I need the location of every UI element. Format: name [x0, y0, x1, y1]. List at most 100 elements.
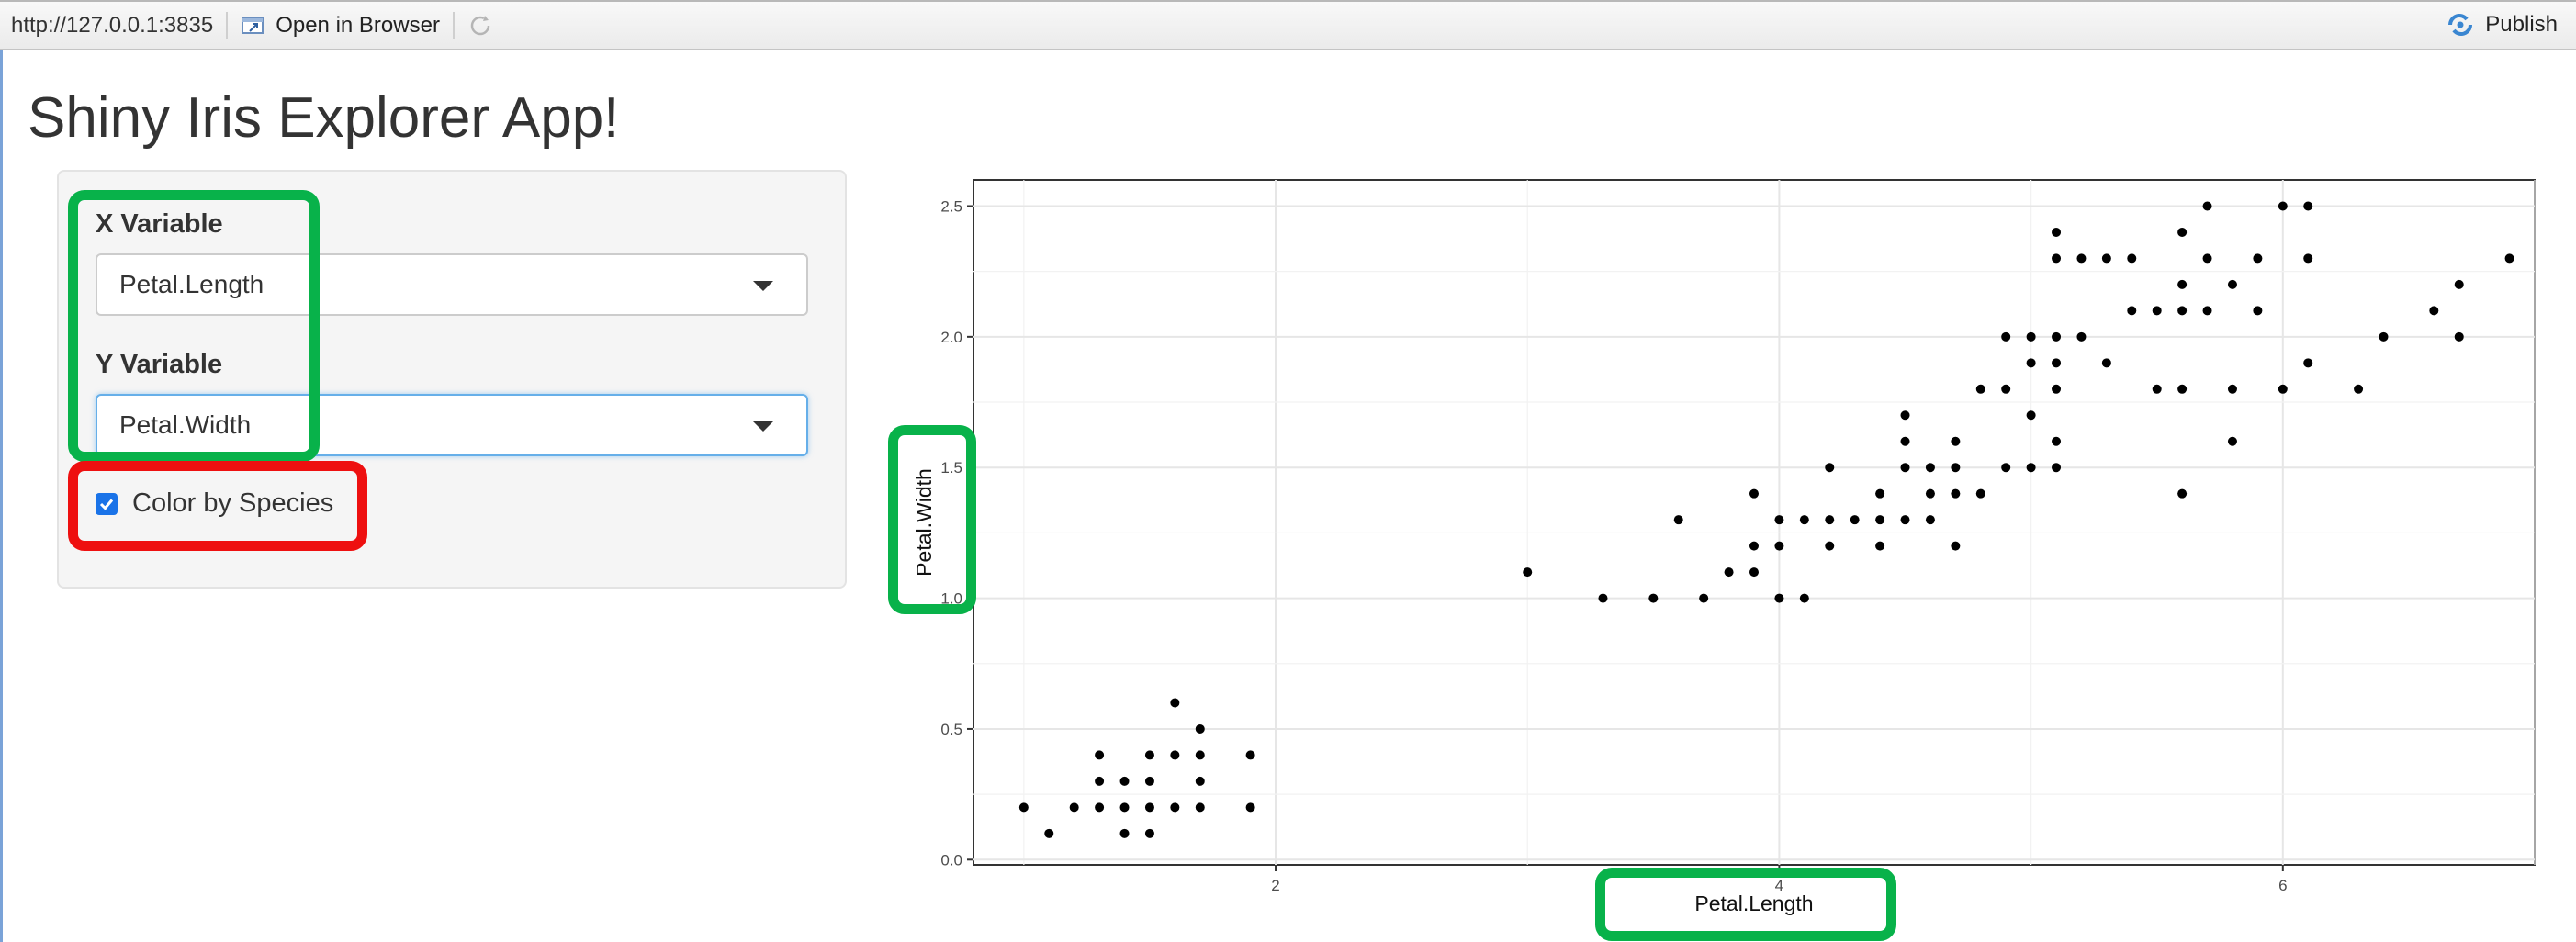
- data-point: [2177, 279, 2188, 289]
- data-point: [1144, 828, 1154, 838]
- data-point: [1749, 541, 1759, 551]
- data-point: [1925, 463, 1935, 473]
- data-point: [2303, 253, 2313, 264]
- data-point: [1195, 776, 1205, 786]
- data-point: [1598, 593, 1608, 603]
- data-point: [1900, 515, 1910, 525]
- data-point: [1673, 515, 1683, 525]
- data-point: [2429, 306, 2439, 316]
- data-point: [1144, 750, 1154, 760]
- data-point: [2052, 227, 2062, 237]
- data-point: [2052, 331, 2062, 342]
- color-by-species-option[interactable]: Color by Species: [96, 488, 333, 519]
- data-point: [1069, 802, 1079, 813]
- data-point: [2202, 201, 2212, 211]
- y-variable-value: Petal.Width: [119, 410, 252, 439]
- data-point: [1875, 488, 1885, 499]
- data-point: [2227, 384, 2237, 394]
- data-point: [1044, 828, 1054, 838]
- data-point: [2227, 279, 2237, 289]
- data-point: [2278, 384, 2288, 394]
- y-tick-label: 0.5: [940, 721, 962, 738]
- data-point: [2177, 488, 2188, 499]
- x-axis-title: Petal.Length: [1694, 892, 1813, 915]
- data-point: [1095, 750, 1105, 760]
- x-variable-label: X Variable: [96, 209, 223, 239]
- checkmark-icon: [99, 499, 114, 510]
- data-point: [2152, 306, 2162, 316]
- chevron-down-icon: [753, 281, 773, 291]
- x-tick-label: 4: [1775, 877, 1783, 894]
- data-point: [1774, 593, 1784, 603]
- data-point: [1825, 463, 1835, 473]
- data-point: [1799, 515, 1809, 525]
- data-point: [2001, 463, 2011, 473]
- data-point: [1774, 541, 1784, 551]
- data-point: [1724, 567, 1734, 578]
- data-point: [2454, 279, 2464, 289]
- data-point: [1925, 488, 1935, 499]
- y-tick-label: 2.0: [940, 329, 962, 346]
- data-point: [1170, 750, 1180, 760]
- rstudio-viewer-toolbar: http://127.0.0.1:3835 Open in Browser Pu…: [0, 0, 2576, 50]
- x-variable-value: Petal.Length: [119, 270, 264, 298]
- y-variable-label: Y Variable: [96, 350, 223, 379]
- chevron-down-icon: [753, 421, 773, 432]
- data-point: [2379, 331, 2389, 342]
- data-point: [2177, 306, 2188, 316]
- data-point: [1170, 802, 1180, 813]
- data-point: [1925, 515, 1935, 525]
- data-point: [2177, 227, 2188, 237]
- toolbar-divider: [226, 11, 229, 39]
- data-point: [1119, 802, 1130, 813]
- data-point: [1245, 802, 1255, 813]
- refresh-icon[interactable]: [467, 13, 493, 39]
- open-in-browser-label: Open in Browser: [276, 12, 440, 38]
- publish-icon: [2448, 14, 2473, 36]
- open-in-browser-button[interactable]: Open in Browser: [241, 13, 440, 39]
- color-by-species-checkbox[interactable]: [96, 492, 118, 515]
- viewer-left-border: [0, 50, 3, 942]
- data-point: [1119, 828, 1130, 838]
- data-point: [1095, 776, 1105, 786]
- data-point: [1018, 802, 1029, 813]
- publish-label: Publish: [2485, 12, 2558, 37]
- data-point: [1850, 515, 1860, 525]
- data-point: [2001, 384, 2011, 394]
- y-tick-label: 0.0: [940, 851, 962, 869]
- data-point: [1825, 541, 1835, 551]
- data-point: [2202, 306, 2212, 316]
- data-point: [1195, 802, 1205, 813]
- checkbox-highlight-box: [68, 461, 367, 551]
- data-point: [2354, 384, 2364, 394]
- x-tick-label: 2: [1271, 877, 1279, 894]
- data-point: [2227, 436, 2237, 446]
- sidebar-panel: [57, 170, 847, 589]
- y-axis-title: Petal.Width: [912, 468, 936, 577]
- data-point: [1900, 410, 1910, 421]
- data-point: [1195, 723, 1205, 734]
- data-point: [2076, 253, 2087, 264]
- data-point: [1825, 515, 1835, 525]
- grid-lines: [973, 180, 2536, 865]
- y-axis-title-highlight-box: [888, 425, 976, 614]
- data-point: [1699, 593, 1709, 603]
- data-point: [1875, 541, 1885, 551]
- publish-button[interactable]: Publish: [2445, 11, 2558, 39]
- data-point: [2101, 253, 2111, 264]
- data-point: [2454, 331, 2464, 342]
- data-point: [2052, 384, 2062, 394]
- data-point: [2253, 306, 2263, 316]
- axis-ticks: 2 4 6 0.0 0.5 1.0 1.5 2.0 2.5: [940, 197, 2287, 894]
- data-point: [2052, 253, 2062, 264]
- data-point: [2303, 358, 2313, 368]
- y-variable-select[interactable]: Petal.Width: [96, 394, 808, 456]
- y-tick-label: 1.0: [940, 590, 962, 608]
- url-text: http://127.0.0.1:3835: [11, 12, 214, 38]
- data-point: [1951, 463, 1961, 473]
- x-variable-select[interactable]: Petal.Length: [96, 253, 808, 316]
- data-point: [1144, 802, 1154, 813]
- data-point: [2253, 253, 2263, 264]
- data-point: [1095, 802, 1105, 813]
